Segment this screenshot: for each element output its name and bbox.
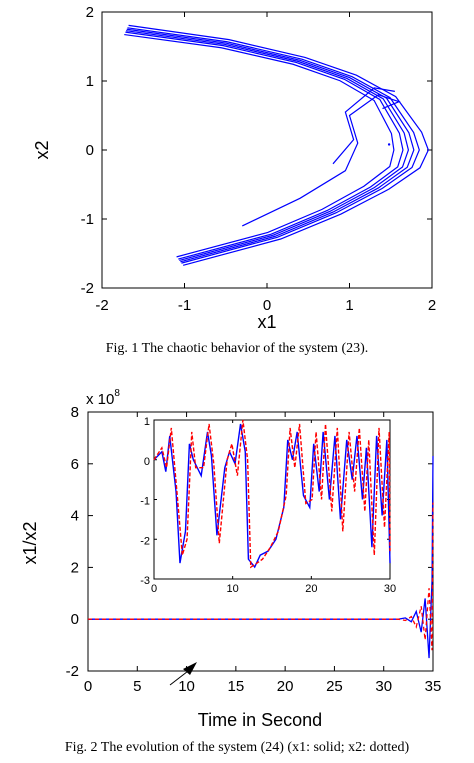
fig1-plot-frame: [101, 11, 433, 289]
fig2-y-tick-label: 6: [71, 456, 79, 473]
fig2-x-tick-label: 30: [375, 678, 392, 695]
fig2-data: [88, 456, 434, 659]
fig1-x-tick-label: 1: [345, 297, 353, 314]
fig2-y-tick-label: 0: [71, 611, 79, 628]
inset-x-tick-label: 20: [305, 583, 317, 595]
fig1-inner-loop: [332, 87, 395, 165]
inset-ticks: 0 10 20 30 -3 -2 -1 0 1: [140, 416, 396, 595]
fig1-y-tick-label: 1: [86, 73, 94, 90]
inset-y-tick-label: -1: [140, 496, 150, 508]
fig1-data: [124, 24, 430, 266]
fig2-series-dotted: [88, 502, 434, 651]
fig2-x-tick-label: 15: [228, 678, 245, 695]
inset-y-tick-label: -3: [140, 575, 150, 587]
fig2-x-tick-label: 0: [84, 678, 92, 695]
fig1-x-tick-label: -2: [95, 297, 108, 314]
inset-plot-frame: [153, 419, 391, 580]
fig2-series-solid: [88, 456, 434, 659]
fig2-x-tick-label: 5: [133, 678, 141, 695]
pointer-arrow: [169, 662, 197, 686]
fig2-x-tick-label: 20: [277, 678, 294, 695]
fig1-caption: Fig. 1 The chaotic behavior of the syste…: [105, 341, 369, 356]
fig2-x-tick-label: 10: [178, 678, 195, 695]
fig2-y-multiplier: x 108: [86, 388, 120, 408]
inset-series-dotted: [153, 419, 391, 569]
fig1-y-tick-label: 0: [86, 142, 94, 159]
inset-data: [153, 419, 391, 569]
inset-x-tick-label: 30: [384, 583, 396, 595]
fig1-y-axis-label: x2: [32, 140, 52, 159]
inset-y-tick-label: 1: [144, 416, 150, 428]
fig1-x-tick-label: 2: [428, 297, 436, 314]
fig1-inner-loop: [241, 94, 401, 227]
inset-x-tick-label: 0: [151, 583, 157, 595]
fig1-attractor-strand: [126, 28, 415, 263]
fig2-caption: Fig. 2 The evolution of the system (24) …: [64, 740, 410, 755]
fig1-attractor-strand: [128, 24, 430, 266]
fig1-x-axis-label: x1: [257, 312, 276, 332]
fig1-attractor-strand: [127, 27, 420, 264]
fig1-y-tick-label: -2: [81, 280, 94, 297]
fig2-y-axis-label: x1/x2: [20, 521, 40, 564]
fig2-y-tick-label: 8: [71, 404, 79, 421]
fig1-attractor-strand: [125, 31, 404, 260]
fig2-plot-frame: [87, 411, 434, 672]
fig1-attractor-strand: [124, 33, 395, 258]
fig1-y-tick-label: 2: [86, 4, 94, 21]
fig1-x-tick-label: -1: [178, 297, 191, 314]
fig2-y-tick-label: 2: [71, 559, 79, 576]
fig1-x-tick-label: 0: [263, 297, 271, 314]
inset-y-tick-label: 0: [144, 456, 150, 468]
fig2-x-tick-label: 25: [326, 678, 343, 695]
fig2-x-tick-label: 35: [425, 678, 442, 695]
fig1-attractor-strand: [125, 30, 410, 262]
fig2-y-tick-label: -2: [66, 663, 79, 680]
fig2-x-axis-label: Time in Second: [198, 710, 322, 730]
fig2-y-tick-label: 4: [71, 508, 79, 525]
inset-y-tick-label: -2: [140, 535, 150, 547]
fig1-y-tick-label: -1: [81, 211, 94, 228]
fig1-point: [387, 143, 391, 146]
inset-x-tick-label: 10: [227, 583, 239, 595]
fig1-ticks: -2 -1 0 1 2 -2 -1 0 1 2: [81, 4, 437, 314]
